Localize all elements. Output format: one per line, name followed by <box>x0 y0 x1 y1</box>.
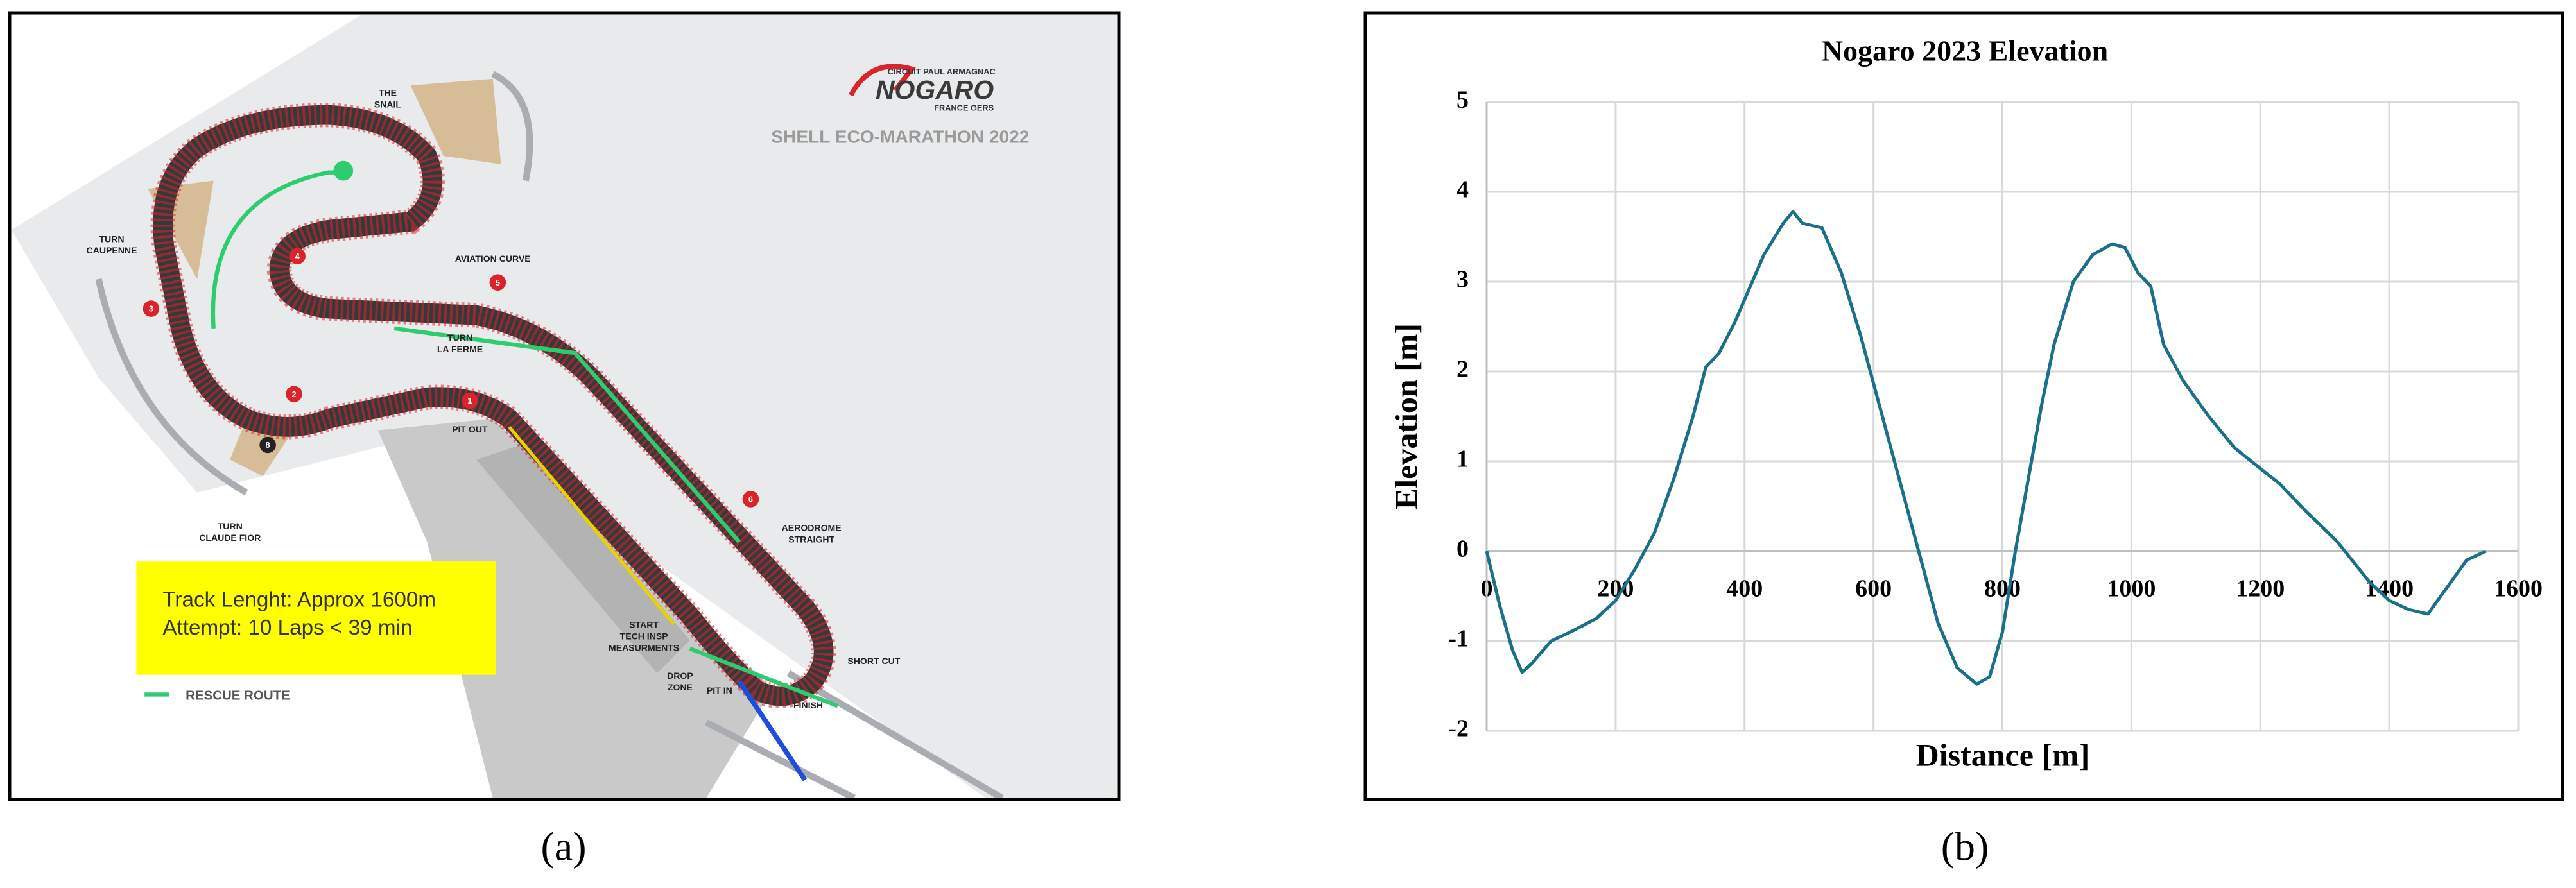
turn-marker <box>289 248 306 264</box>
map-label: AVIATION CURVE <box>455 253 531 264</box>
turn-marker <box>742 491 759 508</box>
turn-marker <box>462 392 478 409</box>
logo-region: FRANCE GERS <box>934 103 994 112</box>
turn-number: 5 <box>496 278 500 287</box>
map-label: THE <box>379 88 397 98</box>
logo-circuit: CIRCUIT PAUL ARMAGNAC <box>888 67 996 76</box>
caption-b: (b) <box>1941 824 1989 869</box>
caption-a: (a) <box>540 824 586 869</box>
map-label: PIT IN <box>707 685 732 696</box>
map-label: ZONE <box>668 682 693 692</box>
info-text: Attempt: 10 Laps < 39 min <box>162 616 412 640</box>
sand <box>148 78 501 477</box>
map-label: TURN <box>218 521 243 531</box>
turn-marker <box>259 436 276 454</box>
ground <box>11 15 1118 798</box>
x-tick-label: 1200 <box>2236 576 2285 602</box>
pit-building <box>476 443 690 674</box>
pit-lane <box>508 425 675 626</box>
x-tick-label: 400 <box>1726 576 1763 602</box>
y-tick-label: 2 <box>1457 356 1469 383</box>
y-tick-label: 1 <box>1457 446 1469 473</box>
rescue-point <box>333 160 354 181</box>
y-axis-label: Elevation [m] <box>1388 323 1424 509</box>
x-tick-label: 1000 <box>2107 576 2156 602</box>
map-title: SHELL ECO-MARATHON 2022 <box>771 126 1029 146</box>
map-label: PIT OUT <box>452 424 488 434</box>
map-label: TURN <box>99 234 124 244</box>
y-tick-label: -1 <box>1448 626 1469 653</box>
turn-number: 6 <box>748 495 753 504</box>
x-tick-label: 600 <box>1855 576 1892 602</box>
turn-number: 4 <box>295 252 300 261</box>
logo-name: NOGARO <box>876 75 994 105</box>
track <box>153 105 834 706</box>
panel-b-frame <box>1363 11 2564 801</box>
service-roads <box>95 71 1004 798</box>
y-tick-label: 3 <box>1457 266 1469 293</box>
info-box <box>136 561 496 675</box>
y-tick-label: 0 <box>1457 536 1469 563</box>
map-label: FINISH <box>793 700 823 710</box>
y-tick-label: -2 <box>1448 715 1469 742</box>
map-label: DROP <box>667 670 693 681</box>
elevation-line <box>1485 210 2487 686</box>
turn-marker <box>286 386 302 402</box>
map-label: CLAUDE FIOR <box>199 533 261 543</box>
turn-number: 3 <box>149 304 153 314</box>
turn-marker <box>143 300 160 317</box>
map-label: AERODROME <box>782 523 842 533</box>
map-label: CAUPENNE <box>87 245 137 255</box>
y-tick-label: 5 <box>1457 87 1469 114</box>
track-map: RESCUE ROUTE SHELL ECO-MARATHON 2022 CIR… <box>11 15 1118 798</box>
turn-marker <box>489 274 506 291</box>
map-label: TECH INSP <box>620 631 668 642</box>
logo-swoosh <box>849 64 916 97</box>
map-label: LA FERME <box>437 344 483 354</box>
x-tick-label: 1600 <box>2494 576 2543 602</box>
x-axis-label: Distance [m] <box>1916 737 2090 773</box>
turn-number: 1 <box>467 396 472 406</box>
map-label: START <box>629 620 659 630</box>
legend-label: RESCUE ROUTE <box>186 688 290 703</box>
x-tick-label: 1400 <box>2365 576 2414 602</box>
map-label: TURN <box>447 332 472 343</box>
paddock <box>377 418 772 798</box>
y-tick-label: 4 <box>1457 176 1469 203</box>
pit-entry <box>737 679 808 781</box>
turn-number: 2 <box>292 389 297 399</box>
info-text: Track Lenght: Approx 1600m <box>162 588 436 611</box>
map-label: SNAIL <box>374 99 402 109</box>
x-tick-label: 800 <box>1984 576 2021 602</box>
map-label: STRAIGHT <box>788 534 834 545</box>
turn-number: 8 <box>266 440 270 450</box>
chart-title: Nogaro 2023 Elevation <box>1822 35 2108 67</box>
elevation-chart: -2-101234502004006008001000120014001600N… <box>1388 35 2543 773</box>
rescue-route <box>211 170 839 708</box>
map-label: SHORT CUT <box>847 656 900 666</box>
map-label: MEASURMENTS <box>609 643 679 653</box>
